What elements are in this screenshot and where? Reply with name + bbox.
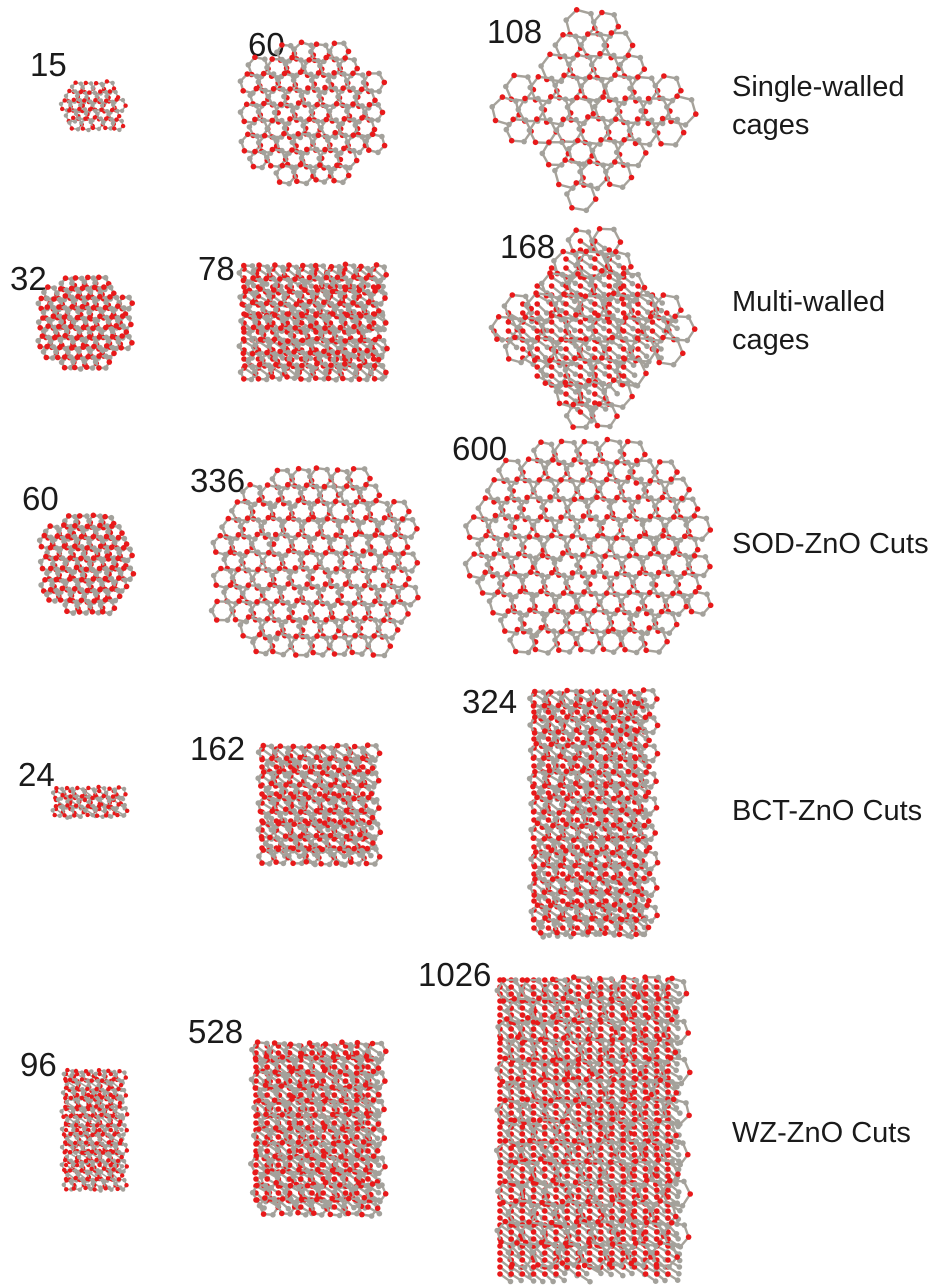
row-label-line: BCT-ZnO Cuts — [732, 795, 923, 827]
cluster-size-label: 336 — [190, 462, 246, 499]
row-label: BCT-ZnO Cuts — [732, 792, 922, 830]
cluster-image — [236, 261, 390, 383]
row-label-line: Single-walled — [732, 71, 905, 103]
row-label-line: WZ-ZnO Cuts — [732, 1117, 911, 1149]
row-label: Multi-walled cages — [732, 283, 885, 359]
cluster-image — [248, 1039, 389, 1219]
row-label-line: Multi-walled — [732, 286, 886, 318]
cluster-size-label: 78 — [198, 250, 235, 287]
cluster-image — [59, 1067, 130, 1193]
cluster-size-label: 108 — [487, 13, 543, 50]
row-label: Single-walled cages — [732, 68, 905, 144]
cluster-size-label: 24 — [18, 756, 55, 793]
cluster-size-label: 15 — [30, 46, 67, 83]
row-label-line: cages — [732, 109, 810, 141]
cluster-size-label: 600 — [452, 430, 508, 467]
cluster-image — [489, 7, 699, 214]
cluster-image — [50, 784, 130, 820]
cluster-size-label: 60 — [22, 480, 59, 517]
row-label: WZ-ZnO Cuts — [732, 1114, 911, 1152]
row-label-line: cages — [732, 324, 810, 356]
cluster-image — [36, 512, 137, 617]
row-label: SOD-ZnO Cuts — [732, 525, 929, 563]
cluster-image — [488, 226, 698, 430]
cluster-image — [493, 974, 693, 1285]
cluster-size-label: 324 — [462, 683, 518, 720]
cluster-size-label: 1026 — [418, 956, 492, 993]
cluster-size-label: 96 — [20, 1046, 57, 1083]
cluster-image — [526, 687, 661, 940]
cluster-size-label: 162 — [190, 730, 246, 767]
cluster-image — [255, 742, 384, 868]
cluster-image — [58, 79, 128, 133]
cluster-size-label: 168 — [500, 228, 556, 265]
cluster-image — [208, 465, 421, 659]
cluster-image — [462, 436, 714, 656]
cluster-image — [35, 274, 135, 372]
cluster-size-label: 32 — [10, 260, 47, 297]
cluster-size-label: 528 — [188, 1013, 244, 1050]
row-label-line: SOD-ZnO Cuts — [732, 528, 929, 560]
cluster-image — [237, 39, 388, 187]
